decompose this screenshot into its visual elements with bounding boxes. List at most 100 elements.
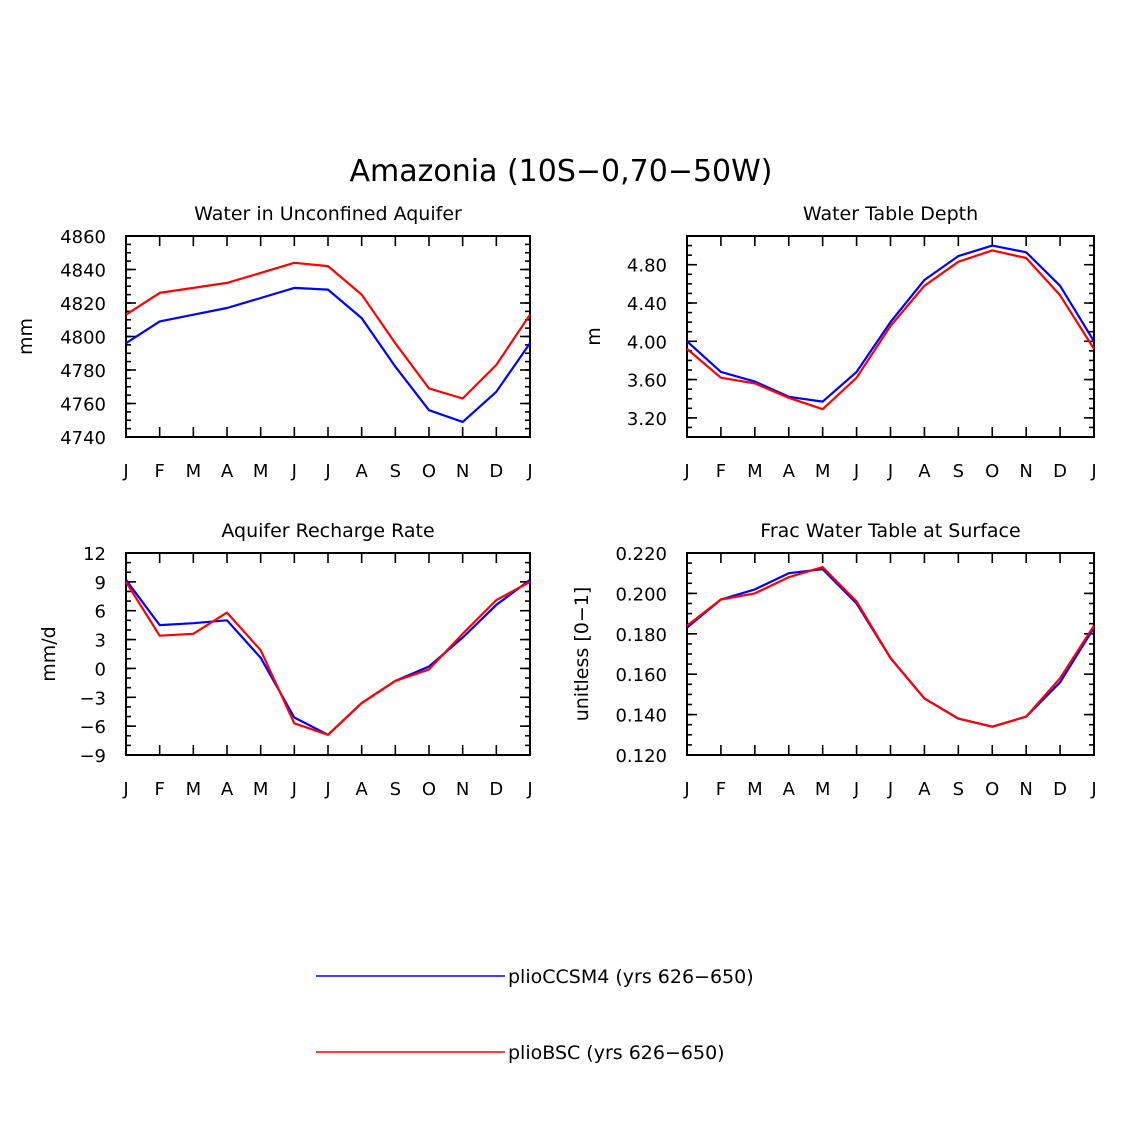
- series-line-plioCCSM4: [686, 244, 1095, 403]
- y-tick-label: 3.60: [627, 371, 667, 392]
- x-tick-label: A: [221, 779, 234, 800]
- x-tick-label: M: [747, 779, 763, 800]
- x-tick-label: M: [815, 461, 831, 482]
- x-tick-label: S: [953, 779, 964, 800]
- y-tick-label: 4.40: [627, 294, 667, 315]
- panel-title: Frac Water Table at Surface: [760, 520, 1020, 542]
- figure-title: Amazonia (10S−0,70−50W): [349, 154, 772, 189]
- y-tick-label: −6: [79, 717, 106, 738]
- y-tick-label: 4840: [60, 261, 106, 282]
- y-tick-label: 4800: [60, 328, 106, 349]
- x-tick-label: J: [291, 461, 297, 482]
- x-tick-label: J: [853, 461, 859, 482]
- x-tick-label: J: [1090, 779, 1096, 800]
- x-tick-label: J: [122, 779, 128, 800]
- y-tick-label: 6: [95, 602, 106, 623]
- x-tick-label: J: [683, 779, 689, 800]
- y-tick-label: 0.180: [615, 625, 667, 646]
- x-tick-label: J: [1090, 461, 1096, 482]
- x-tick-label: D: [489, 779, 503, 800]
- chart-panel-4: Frac Water Table at Surface unitless [0−1…: [571, 520, 1097, 800]
- x-tick-label: F: [154, 461, 164, 482]
- y-tick-label: 3: [95, 631, 106, 652]
- y-tick-label: 12: [83, 544, 106, 565]
- y-tick-label: 4740: [60, 428, 106, 449]
- legend-label-plioBSC: plioBSC (yrs 626−650): [508, 1042, 725, 1064]
- x-tick-label: D: [489, 461, 503, 482]
- panel-title: Water Table Depth: [803, 203, 978, 225]
- x-tick-label: D: [1053, 461, 1067, 482]
- x-tick-label: J: [291, 779, 297, 800]
- x-tick-label: S: [953, 461, 964, 482]
- panel-title: Water in Unconfined Aquifer: [194, 203, 462, 225]
- y-tick-label: 4760: [60, 395, 106, 416]
- x-tick-label: M: [186, 779, 202, 800]
- y-axis-label: m: [583, 327, 605, 346]
- y-tick-label: 0.200: [615, 584, 667, 605]
- x-tick-label: J: [324, 779, 330, 800]
- y-tick-label: 0.140: [615, 706, 667, 727]
- series-line-plioBSC: [686, 249, 1095, 411]
- x-tick-label: A: [221, 461, 234, 482]
- y-tick-label: 4860: [60, 227, 106, 248]
- x-tick-label: M: [747, 461, 763, 482]
- y-tick-label: 4.00: [627, 332, 667, 353]
- legend-label-plioCCSM4: plioCCSM4 (yrs 626−650): [508, 966, 754, 988]
- x-tick-label: N: [456, 779, 469, 800]
- x-tick-label: S: [390, 461, 401, 482]
- x-tick-label: A: [918, 779, 931, 800]
- x-tick-label: O: [422, 461, 436, 482]
- y-tick-label: −3: [79, 688, 106, 709]
- x-tick-label: O: [985, 461, 999, 482]
- legend: plioCCSM4 (yrs 626−650) plioBSC (yrs 626…: [316, 966, 754, 1064]
- y-tick-label: 4.80: [627, 256, 667, 277]
- x-tick-label: N: [456, 461, 469, 482]
- panel-title: Aquifer Recharge Rate: [221, 520, 434, 542]
- y-tick-label: 4820: [60, 294, 106, 315]
- y-tick-label: −9: [79, 746, 106, 767]
- x-tick-label: J: [324, 461, 330, 482]
- series-line-plioBSC: [125, 261, 531, 400]
- x-tick-label: F: [154, 779, 164, 800]
- y-tick-label: 0.120: [615, 746, 667, 767]
- x-tick-label: J: [683, 461, 689, 482]
- x-tick-label: M: [186, 461, 202, 482]
- x-tick-label: J: [887, 461, 893, 482]
- x-tick-label: M: [815, 779, 831, 800]
- x-tick-label: F: [716, 779, 726, 800]
- y-tick-label: 0: [95, 659, 106, 680]
- series-line-plioCCSM4: [125, 286, 531, 423]
- x-tick-label: A: [783, 779, 796, 800]
- y-tick-label: 0.160: [615, 665, 667, 686]
- y-axis-label: unitless [0−1]: [571, 587, 593, 722]
- x-tick-label: M: [253, 779, 269, 800]
- y-tick-label: 4780: [60, 361, 106, 382]
- series-line-plioBSC: [686, 565, 1095, 728]
- y-axis-label: mm: [15, 318, 37, 355]
- x-tick-label: N: [1019, 461, 1032, 482]
- x-tick-label: A: [356, 779, 369, 800]
- y-tick-label: 0.220: [615, 544, 667, 565]
- x-tick-label: A: [783, 461, 796, 482]
- x-tick-label: F: [716, 461, 726, 482]
- x-tick-label: J: [526, 779, 532, 800]
- x-tick-label: J: [526, 461, 532, 482]
- x-tick-label: O: [985, 779, 999, 800]
- x-tick-label: S: [390, 779, 401, 800]
- x-tick-label: D: [1053, 779, 1067, 800]
- x-tick-label: A: [918, 461, 931, 482]
- series-line-plioBSC: [125, 580, 531, 736]
- x-tick-label: J: [853, 779, 859, 800]
- y-tick-label: 3.20: [627, 409, 667, 430]
- x-tick-label: N: [1019, 779, 1032, 800]
- y-axis-label: mm/d: [38, 626, 60, 681]
- x-tick-label: A: [356, 461, 369, 482]
- x-tick-label: O: [422, 779, 436, 800]
- x-tick-label: J: [122, 461, 128, 482]
